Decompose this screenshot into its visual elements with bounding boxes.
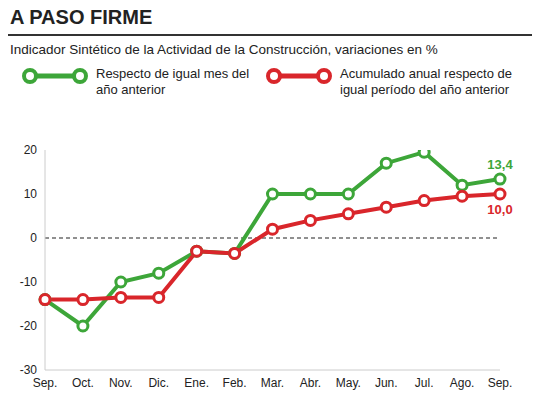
html-text:Indicador Sintético de la Acti: Indicador Sintético de la Actividad de l… (10, 42, 438, 57)
svg-text:Jul.: Jul. (415, 376, 434, 390)
svg-text:Dic.: Dic. (148, 376, 169, 390)
svg-text:-30: -30 (20, 363, 38, 377)
svg-text:May.: May. (336, 376, 361, 390)
svg-text:-10: -10 (20, 275, 38, 289)
svg-text:Ago.: Ago. (450, 376, 475, 390)
svg-text:20: 20 (24, 143, 38, 157)
html-text:Respecto de igual mes del año: Respecto de igual mes del año anterior (96, 66, 250, 97)
svg-text:Sep.: Sep. (33, 376, 58, 390)
svg-text:Oct.: Oct. (72, 376, 94, 390)
svg-text:Nov.: Nov. (109, 376, 133, 390)
svg-text:Abr.: Abr. (300, 376, 321, 390)
svg-text:0: 0 (30, 231, 37, 245)
svg-text:Ene.: Ene. (184, 376, 209, 390)
html-text:A PASO FIRME: A PASO FIRME (10, 6, 153, 28)
svg-text:10,0: 10,0 (487, 202, 512, 217)
svg-text:13,4: 13,4 (487, 157, 513, 172)
svg-text:10: 10 (24, 187, 38, 201)
html-text:Acumulado anual respecto de ig: Acumulado anual respecto de igual períod… (340, 66, 512, 97)
svg-text:Jun.: Jun. (375, 376, 398, 390)
svg-text:Sep.: Sep. (488, 376, 513, 390)
svg-text:-20: -20 (20, 319, 38, 333)
svg-text:Feb.: Feb. (223, 376, 247, 390)
svg-text:Mar.: Mar. (261, 376, 284, 390)
